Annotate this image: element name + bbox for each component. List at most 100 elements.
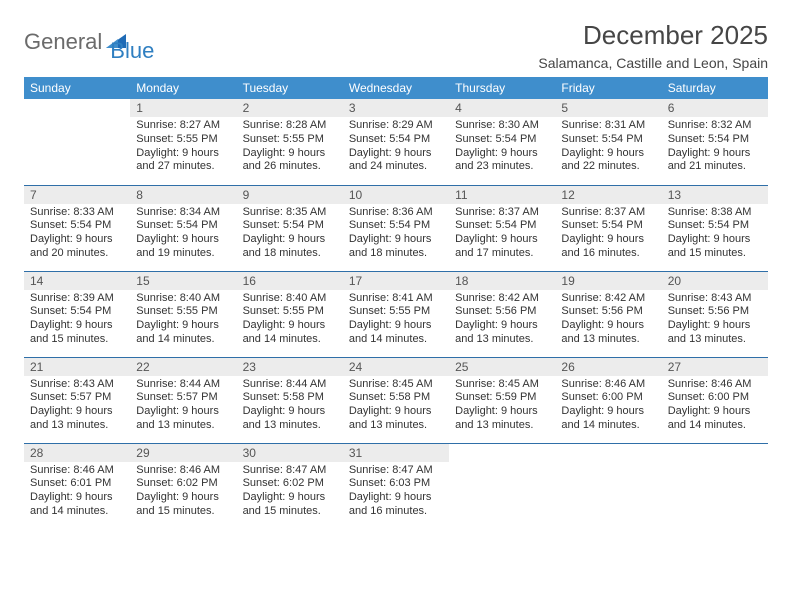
day-number: 10 (343, 186, 449, 204)
day-cell: 14Sunrise: 8:39 AMSunset: 5:54 PMDayligh… (24, 271, 130, 357)
sunset-text: Sunset: 6:03 PM (349, 477, 443, 491)
day-details: Sunrise: 8:27 AMSunset: 5:55 PMDaylight:… (130, 117, 236, 178)
daylight-text: Daylight: 9 hours and 15 minutes. (136, 491, 230, 519)
day-number: 17 (343, 272, 449, 290)
day-details: Sunrise: 8:47 AMSunset: 6:03 PMDaylight:… (343, 462, 449, 523)
day-cell: 31Sunrise: 8:47 AMSunset: 6:03 PMDayligh… (343, 443, 449, 529)
sunset-text: Sunset: 5:57 PM (30, 391, 124, 405)
day-number: 6 (662, 99, 768, 117)
day-cell (662, 443, 768, 529)
sunset-text: Sunset: 5:55 PM (136, 305, 230, 319)
sunrise-text: Sunrise: 8:33 AM (30, 206, 124, 220)
day-number: 24 (343, 358, 449, 376)
day-cell: 11Sunrise: 8:37 AMSunset: 5:54 PMDayligh… (449, 185, 555, 271)
daylight-text: Daylight: 9 hours and 16 minutes. (561, 233, 655, 261)
day-number: 3 (343, 99, 449, 117)
day-cell: 4Sunrise: 8:30 AMSunset: 5:54 PMDaylight… (449, 99, 555, 185)
daylight-text: Daylight: 9 hours and 13 minutes. (668, 319, 762, 347)
sunrise-text: Sunrise: 8:39 AM (30, 292, 124, 306)
daylight-text: Daylight: 9 hours and 18 minutes. (243, 233, 337, 261)
logo: General Blue (24, 20, 154, 64)
sunrise-text: Sunrise: 8:43 AM (30, 378, 124, 392)
sunset-text: Sunset: 5:56 PM (668, 305, 762, 319)
daylight-text: Daylight: 9 hours and 17 minutes. (455, 233, 549, 261)
day-details: Sunrise: 8:47 AMSunset: 6:02 PMDaylight:… (237, 462, 343, 523)
week-row: 28Sunrise: 8:46 AMSunset: 6:01 PMDayligh… (24, 443, 768, 529)
day-cell: 21Sunrise: 8:43 AMSunset: 5:57 PMDayligh… (24, 357, 130, 443)
day-details: Sunrise: 8:33 AMSunset: 5:54 PMDaylight:… (24, 204, 130, 265)
day-number: 22 (130, 358, 236, 376)
sunset-text: Sunset: 6:02 PM (243, 477, 337, 491)
week-row: 14Sunrise: 8:39 AMSunset: 5:54 PMDayligh… (24, 271, 768, 357)
sunrise-text: Sunrise: 8:34 AM (136, 206, 230, 220)
daylight-text: Daylight: 9 hours and 26 minutes. (243, 147, 337, 175)
day-details: Sunrise: 8:45 AMSunset: 5:58 PMDaylight:… (343, 376, 449, 437)
sunset-text: Sunset: 5:55 PM (349, 305, 443, 319)
day-number: 30 (237, 444, 343, 462)
sunset-text: Sunset: 5:54 PM (668, 133, 762, 147)
day-details: Sunrise: 8:34 AMSunset: 5:54 PMDaylight:… (130, 204, 236, 265)
daylight-text: Daylight: 9 hours and 18 minutes. (349, 233, 443, 261)
sunrise-text: Sunrise: 8:46 AM (668, 378, 762, 392)
location: Salamanca, Castille and Leon, Spain (538, 55, 768, 71)
day-number: 9 (237, 186, 343, 204)
sunset-text: Sunset: 5:54 PM (349, 219, 443, 233)
day-number: 1 (130, 99, 236, 117)
sunset-text: Sunset: 5:54 PM (561, 133, 655, 147)
day-cell: 17Sunrise: 8:41 AMSunset: 5:55 PMDayligh… (343, 271, 449, 357)
sunrise-text: Sunrise: 8:28 AM (243, 119, 337, 133)
sunset-text: Sunset: 5:56 PM (455, 305, 549, 319)
daylight-text: Daylight: 9 hours and 13 minutes. (455, 405, 549, 433)
day-details: Sunrise: 8:37 AMSunset: 5:54 PMDaylight:… (555, 204, 661, 265)
sunset-text: Sunset: 5:54 PM (561, 219, 655, 233)
daylight-text: Daylight: 9 hours and 13 minutes. (136, 405, 230, 433)
daylight-text: Daylight: 9 hours and 13 minutes. (561, 319, 655, 347)
header: General Blue December 2025 Salamanca, Ca… (24, 20, 768, 71)
sunrise-text: Sunrise: 8:27 AM (136, 119, 230, 133)
day-cell: 23Sunrise: 8:44 AMSunset: 5:58 PMDayligh… (237, 357, 343, 443)
day-details: Sunrise: 8:32 AMSunset: 5:54 PMDaylight:… (662, 117, 768, 178)
weekday-header: Monday (130, 77, 236, 99)
day-cell: 18Sunrise: 8:42 AMSunset: 5:56 PMDayligh… (449, 271, 555, 357)
weekday-header: Saturday (662, 77, 768, 99)
sunset-text: Sunset: 5:54 PM (349, 133, 443, 147)
sunset-text: Sunset: 5:54 PM (455, 219, 549, 233)
day-cell: 12Sunrise: 8:37 AMSunset: 5:54 PMDayligh… (555, 185, 661, 271)
daylight-text: Daylight: 9 hours and 15 minutes. (30, 319, 124, 347)
day-number: 8 (130, 186, 236, 204)
sunset-text: Sunset: 5:58 PM (243, 391, 337, 405)
sunset-text: Sunset: 5:54 PM (668, 219, 762, 233)
daylight-text: Daylight: 9 hours and 14 minutes. (668, 405, 762, 433)
day-number: 19 (555, 272, 661, 290)
day-cell: 7Sunrise: 8:33 AMSunset: 5:54 PMDaylight… (24, 185, 130, 271)
daylight-text: Daylight: 9 hours and 27 minutes. (136, 147, 230, 175)
day-details: Sunrise: 8:35 AMSunset: 5:54 PMDaylight:… (237, 204, 343, 265)
sunset-text: Sunset: 5:54 PM (30, 305, 124, 319)
day-cell: 15Sunrise: 8:40 AMSunset: 5:55 PMDayligh… (130, 271, 236, 357)
daylight-text: Daylight: 9 hours and 13 minutes. (30, 405, 124, 433)
daylight-text: Daylight: 9 hours and 23 minutes. (455, 147, 549, 175)
day-cell (555, 443, 661, 529)
sunrise-text: Sunrise: 8:46 AM (30, 464, 124, 478)
sunset-text: Sunset: 5:55 PM (243, 305, 337, 319)
daylight-text: Daylight: 9 hours and 24 minutes. (349, 147, 443, 175)
day-details: Sunrise: 8:30 AMSunset: 5:54 PMDaylight:… (449, 117, 555, 178)
day-cell: 3Sunrise: 8:29 AMSunset: 5:54 PMDaylight… (343, 99, 449, 185)
day-details: Sunrise: 8:42 AMSunset: 5:56 PMDaylight:… (449, 290, 555, 351)
day-cell: 27Sunrise: 8:46 AMSunset: 6:00 PMDayligh… (662, 357, 768, 443)
sunset-text: Sunset: 5:58 PM (349, 391, 443, 405)
weekday-header: Sunday (24, 77, 130, 99)
sunrise-text: Sunrise: 8:43 AM (668, 292, 762, 306)
day-number: 5 (555, 99, 661, 117)
sunrise-text: Sunrise: 8:47 AM (243, 464, 337, 478)
sunrise-text: Sunrise: 8:40 AM (243, 292, 337, 306)
day-cell: 24Sunrise: 8:45 AMSunset: 5:58 PMDayligh… (343, 357, 449, 443)
day-number: 15 (130, 272, 236, 290)
day-details: Sunrise: 8:42 AMSunset: 5:56 PMDaylight:… (555, 290, 661, 351)
sunset-text: Sunset: 6:00 PM (668, 391, 762, 405)
sunrise-text: Sunrise: 8:44 AM (136, 378, 230, 392)
sunset-text: Sunset: 5:54 PM (136, 219, 230, 233)
sunset-text: Sunset: 6:01 PM (30, 477, 124, 491)
day-details: Sunrise: 8:40 AMSunset: 5:55 PMDaylight:… (130, 290, 236, 351)
day-number: 2 (237, 99, 343, 117)
